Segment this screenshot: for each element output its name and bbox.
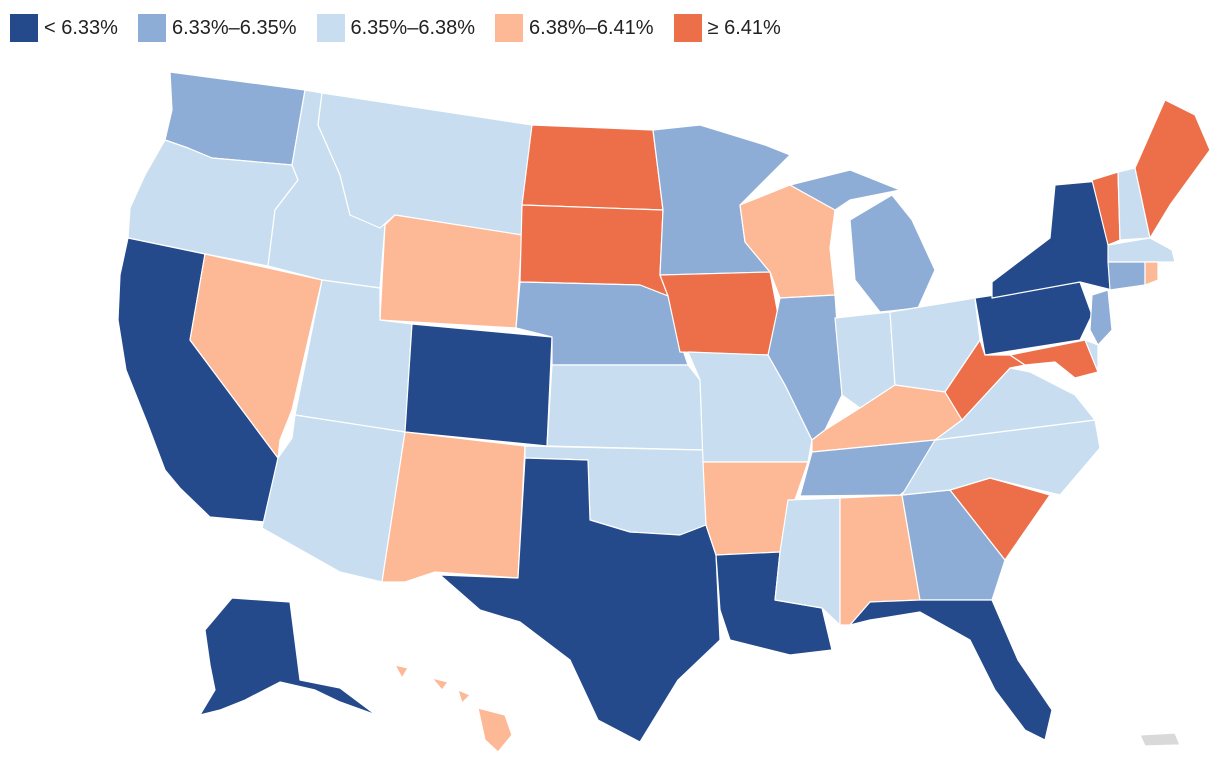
- state-AZ[interactable]: [261, 414, 406, 583]
- state-FL[interactable]: [849, 599, 1053, 741]
- state-MA[interactable]: [1107, 237, 1176, 263]
- legend-label-5: ≥ 6.41%: [707, 16, 781, 39]
- legend-item-4: 6.38%–6.41%: [495, 14, 654, 42]
- legend-label-4: 6.38%–6.41%: [529, 16, 654, 39]
- legend-item-2: 6.33%–6.35%: [137, 14, 297, 42]
- legend-swatch-5: [673, 14, 702, 42]
- state-ME[interactable]: [1134, 99, 1211, 239]
- state-CO[interactable]: [404, 323, 553, 447]
- state-MI[interactable]: [789, 169, 936, 313]
- legend-item-5: ≥ 6.41%: [673, 14, 781, 42]
- legend-item-1: < 6.33%: [10, 14, 118, 42]
- state-NJ[interactable]: [1089, 289, 1113, 346]
- legend-item-3: 6.35%–6.38%: [316, 14, 476, 42]
- state-ND[interactable]: [521, 124, 664, 211]
- state-NM[interactable]: [381, 431, 526, 583]
- state-IA[interactable]: [659, 271, 781, 356]
- state-MT[interactable]: [317, 92, 533, 236]
- state-WY[interactable]: [379, 214, 523, 329]
- state-NC[interactable]: [901, 419, 1101, 496]
- legend-swatch-4: [495, 14, 524, 42]
- state-HI[interactable]: [394, 664, 513, 753]
- state-TX[interactable]: [439, 457, 721, 743]
- legend-label-1: < 6.33%: [44, 16, 118, 39]
- state-AK[interactable]: [199, 597, 377, 716]
- legend-swatch-1: [10, 14, 38, 42]
- state-CT[interactable]: [1107, 261, 1146, 291]
- legend: < 6.33% 6.33%–6.35% 6.35%–6.38% 6.38%–6.…: [10, 14, 801, 42]
- state-KS[interactable]: [546, 364, 704, 451]
- legend-label-3: 6.35%–6.38%: [350, 16, 476, 39]
- legend-swatch-2: [137, 14, 166, 42]
- territory-PR: [1139, 732, 1181, 747]
- legend-label-2: 6.33%–6.35%: [171, 16, 297, 39]
- state-NY[interactable]: [991, 179, 1113, 299]
- legend-swatch-3: [316, 14, 345, 42]
- state-RI[interactable]: [1144, 261, 1159, 286]
- state-MD[interactable]: [1009, 339, 1099, 379]
